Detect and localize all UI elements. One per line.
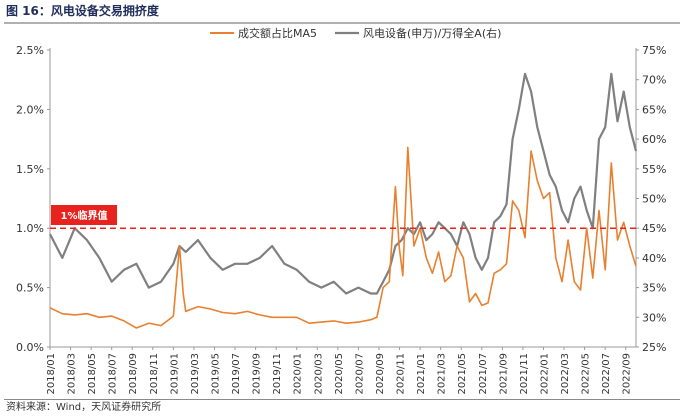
x-tick-label: 2020/03 bbox=[313, 353, 324, 395]
right-tick-label: 55% bbox=[642, 163, 666, 176]
right-tick-label: 75% bbox=[642, 44, 666, 57]
legend-label-relative-index: 风电设备(申万)/万得全A(右) bbox=[363, 26, 501, 40]
x-tick-label: 2018/01 bbox=[46, 353, 57, 395]
x-tick-label: 2021/11 bbox=[519, 353, 530, 395]
x-tick-label: 2020/01 bbox=[293, 353, 304, 395]
x-tick-label: 2021/07 bbox=[478, 353, 489, 395]
left-tick-label: 2.0% bbox=[16, 103, 44, 116]
x-tick-label: 2018/03 bbox=[67, 353, 78, 395]
right-tick-label: 35% bbox=[642, 282, 666, 295]
x-tick-label: 2021/01 bbox=[416, 353, 427, 395]
series-line-turnover-ma5 bbox=[49, 146, 637, 329]
legend-label-turnover-ma5: 成交额占比MA5 bbox=[238, 26, 317, 40]
left-tick-label: 1.5% bbox=[16, 163, 44, 176]
right-tick-label: 40% bbox=[642, 252, 666, 265]
threshold-layer: 1%临界值 bbox=[50, 205, 636, 229]
x-tick-label: 2018/09 bbox=[128, 353, 139, 395]
x-tick-label: 2022/09 bbox=[622, 353, 633, 395]
x-tick-label: 2021/09 bbox=[498, 353, 509, 395]
threshold-label-box bbox=[51, 205, 117, 225]
x-tick-label: 2019/09 bbox=[252, 353, 263, 395]
series-line-relative-index bbox=[49, 72, 638, 295]
right-tick-label: 25% bbox=[642, 341, 666, 354]
left-tick-label: 1.0% bbox=[16, 222, 44, 235]
x-tick-label: 2018/05 bbox=[87, 353, 98, 395]
left-tick-label: 2.5% bbox=[16, 44, 44, 57]
right-tick-label: 45% bbox=[642, 222, 666, 235]
x-tick-label: 2019/03 bbox=[190, 353, 201, 395]
x-tick-label: 2020/11 bbox=[396, 353, 407, 395]
x-tick-label: 2018/07 bbox=[108, 353, 119, 395]
right-tick-label: 60% bbox=[642, 133, 666, 146]
x-tick-label: 2022/03 bbox=[560, 353, 571, 395]
title-divider bbox=[4, 22, 680, 24]
left-tick-label: 0.0% bbox=[16, 341, 44, 354]
axes: 0.0% 0.5% 1.0% 1.5% 2.0% 2.5% 25% 30% 35% 40% 45% 5… bbox=[16, 44, 666, 395]
left-tick-label: 0.5% bbox=[16, 282, 44, 295]
x-tick-label: 2021/05 bbox=[457, 353, 468, 395]
x-tick-label: 2019/01 bbox=[169, 353, 180, 395]
right-tick-label: 65% bbox=[642, 103, 666, 116]
series-layer bbox=[49, 72, 638, 329]
right-tick-label: 30% bbox=[642, 311, 666, 324]
source-divider bbox=[4, 399, 680, 400]
x-tick-label: 2021/03 bbox=[437, 353, 448, 395]
x-tick-label: 2022/05 bbox=[581, 353, 592, 395]
figure-title: 图 16：风电设备交易拥挤度 bbox=[6, 4, 159, 18]
source-note: 资料来源：Wind，天风证券研究所 bbox=[6, 402, 162, 413]
legend: 成交额占比MA5 风电设备(申万)/万得全A(右) bbox=[210, 26, 501, 40]
x-tick-label: 2020/05 bbox=[334, 353, 345, 395]
x-tick-label: 2020/09 bbox=[375, 353, 386, 395]
right-tick-label: 70% bbox=[642, 74, 666, 87]
threshold-label: 1%临界值 bbox=[61, 209, 108, 222]
x-tick-label: 2019/11 bbox=[272, 353, 283, 395]
x-tick-label: 2019/07 bbox=[231, 353, 242, 395]
x-tick-label: 2020/07 bbox=[354, 353, 365, 395]
x-tick-label: 2022/07 bbox=[601, 353, 612, 395]
x-tick-label: 2018/11 bbox=[149, 353, 160, 395]
x-tick-label: 2019/05 bbox=[210, 353, 221, 395]
x-tick-label: 2022/01 bbox=[539, 353, 550, 395]
right-tick-label: 50% bbox=[642, 193, 666, 206]
